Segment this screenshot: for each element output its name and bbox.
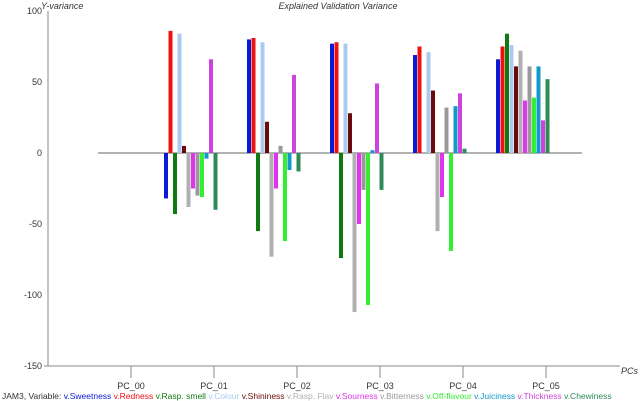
bar [527,66,532,153]
bar [287,153,292,171]
y-tick-label: 100 [27,6,42,16]
bar [260,42,265,153]
bar [182,145,186,153]
bar [496,59,500,153]
bar [444,107,449,153]
bar [509,45,514,153]
bar [339,153,343,259]
bar [296,153,301,172]
bar [330,43,334,153]
bar [541,120,545,153]
x-tick-label: PC_04 [449,381,477,391]
bar [334,42,339,153]
bar [545,79,550,153]
bar [274,153,278,189]
bar [283,153,287,242]
legend-item: v.Thickness [515,391,562,401]
x-tick-label: PC_05 [532,381,560,391]
bar [518,50,523,154]
y-tick-label: 0 [37,148,42,158]
bar [213,153,218,210]
bar [343,43,348,153]
x-tick-label: PC_01 [200,381,228,391]
bar [453,106,458,153]
bars [164,30,550,313]
bar [361,153,366,190]
legend-item: v.Rasp. Flav [284,391,334,401]
chart-title: Explained Validation Variance [279,1,398,11]
bar [269,153,274,257]
legend-item: v.Shininess [239,391,285,401]
bar [375,83,379,153]
bar [431,90,435,153]
bar [379,153,384,190]
bar [514,66,518,153]
legend-item: v.Chewiness [561,391,612,401]
bar [265,121,269,153]
y-tick-label: -150 [24,361,42,371]
bar [195,153,200,196]
bar [532,97,536,153]
bar [251,37,256,154]
bar [370,150,375,153]
bar [366,153,370,305]
bar [523,100,527,153]
bar [435,153,440,232]
bar [417,46,422,153]
bar [204,153,209,159]
x-axis-label: PCs [621,366,639,376]
x-tick-label: PC_02 [283,381,311,391]
legend-item: v.Off-flavour [423,391,472,401]
bar [209,59,213,153]
bar [449,153,453,251]
bar [352,153,357,313]
bar [200,153,204,198]
y-tick-label: -100 [24,290,42,300]
x-tick-label: PC_03 [366,381,394,391]
bar [413,55,417,153]
bar [278,145,283,153]
bar [177,33,182,153]
bar [247,39,251,153]
bar [256,153,260,232]
legend-item: v.Bitterness [377,391,424,401]
legend-item: v.Colour [205,391,240,401]
y-tick-label: -50 [29,219,42,229]
x-tick-label: PC_00 [117,381,145,391]
bar [191,153,195,189]
bar [168,30,173,154]
legend-prefix: JAM3, Variable: [2,391,62,401]
bar [164,153,168,199]
y-axis-label: Y-variance [41,1,83,11]
bar [505,33,509,153]
legend-item: v.Sweetness [63,391,112,401]
legend-item: v.Juiciness [471,391,516,401]
chart-text: Y-variance Explained Validation Variance… [41,1,639,376]
bar [458,93,462,153]
bar [462,148,467,153]
axes: 100 50 0 -50 -100 -150 PC_00 PC_01 PC_02 PC_03 PC_… [24,6,620,391]
legend-item: v.Rasp. smell [153,391,206,401]
bar [536,66,541,153]
bar [500,46,505,153]
legend-item: v.Redness [111,391,154,401]
bar [186,153,191,207]
bar [173,153,177,215]
bar [357,153,361,224]
bar [440,153,444,198]
legend-item: v.Sourness [333,391,378,401]
y-tick-label: 50 [32,77,42,87]
bar [292,74,296,153]
bar [426,52,431,153]
legend: JAM3, Variable: v.Sweetness v.Redness v.… [2,391,612,401]
bar [348,113,352,153]
